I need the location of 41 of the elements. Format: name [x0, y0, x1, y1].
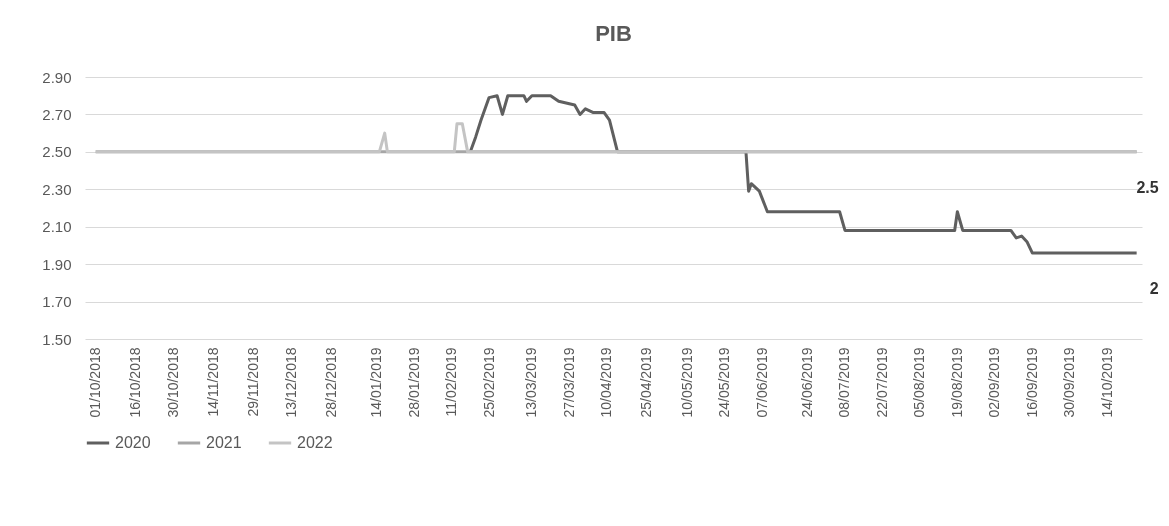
x-tick-label: 05/08/2019	[911, 347, 928, 418]
x-tick-label: 22/07/2019	[873, 347, 890, 418]
x-tick-label: 16/09/2019	[1023, 347, 1040, 418]
legend-label: 2020	[115, 434, 151, 451]
x-tick-label: 19/08/2019	[948, 347, 965, 418]
x-tick-label: 10/05/2019	[678, 347, 695, 418]
x-tick-label: 30/09/2019	[1061, 347, 1078, 418]
x-tick-label: 28/12/2018	[322, 347, 339, 418]
x-tick-label: 08/07/2019	[836, 347, 853, 418]
x-tick-label: 14/01/2019	[368, 347, 385, 418]
x-tick-label: 25/02/2019	[480, 347, 497, 418]
annotation: 2	[1149, 279, 1159, 297]
x-tick-label: 24/06/2019	[799, 347, 816, 418]
x-tick-label: 29/11/2018	[245, 347, 262, 417]
y-tick-label: 2.10	[42, 218, 72, 236]
y-tick-label: 1.70	[42, 293, 72, 311]
legend-label: 2022	[297, 434, 333, 451]
y-tick-label: 1.90	[42, 255, 72, 273]
x-tick-label: 13/12/2018	[282, 347, 299, 418]
y-tick-label: 1.50	[42, 330, 72, 348]
legend-label: 2021	[206, 434, 242, 451]
x-tick-label: 07/06/2019	[753, 347, 770, 418]
chart-title: PIB	[595, 21, 632, 46]
annotation: 2.5	[1136, 178, 1159, 196]
x-tick-label: 16/10/2018	[127, 347, 144, 418]
x-tick-label: 13/03/2019	[523, 347, 540, 418]
x-tick-label: 28/01/2019	[405, 347, 422, 418]
y-tick-label: 2.50	[42, 143, 72, 161]
x-tick-label: 11/02/2019	[443, 347, 460, 417]
x-tick-label: 24/05/2019	[716, 347, 733, 418]
x-tick-label: 30/10/2018	[164, 347, 181, 418]
x-tick-label: 25/04/2019	[638, 347, 655, 418]
x-tick-label: 10/04/2019	[598, 347, 615, 418]
x-tick-label: 14/11/2018	[204, 347, 221, 417]
x-tick-label: 01/10/2018	[87, 347, 104, 418]
x-tick-label: 02/09/2019	[986, 347, 1003, 418]
x-tick-label: 27/03/2019	[560, 347, 577, 418]
y-tick-label: 2.70	[42, 105, 72, 123]
y-tick-label: 2.30	[42, 180, 72, 198]
x-tick-label: 14/10/2019	[1098, 347, 1115, 418]
y-tick-label: 2.90	[42, 68, 72, 86]
